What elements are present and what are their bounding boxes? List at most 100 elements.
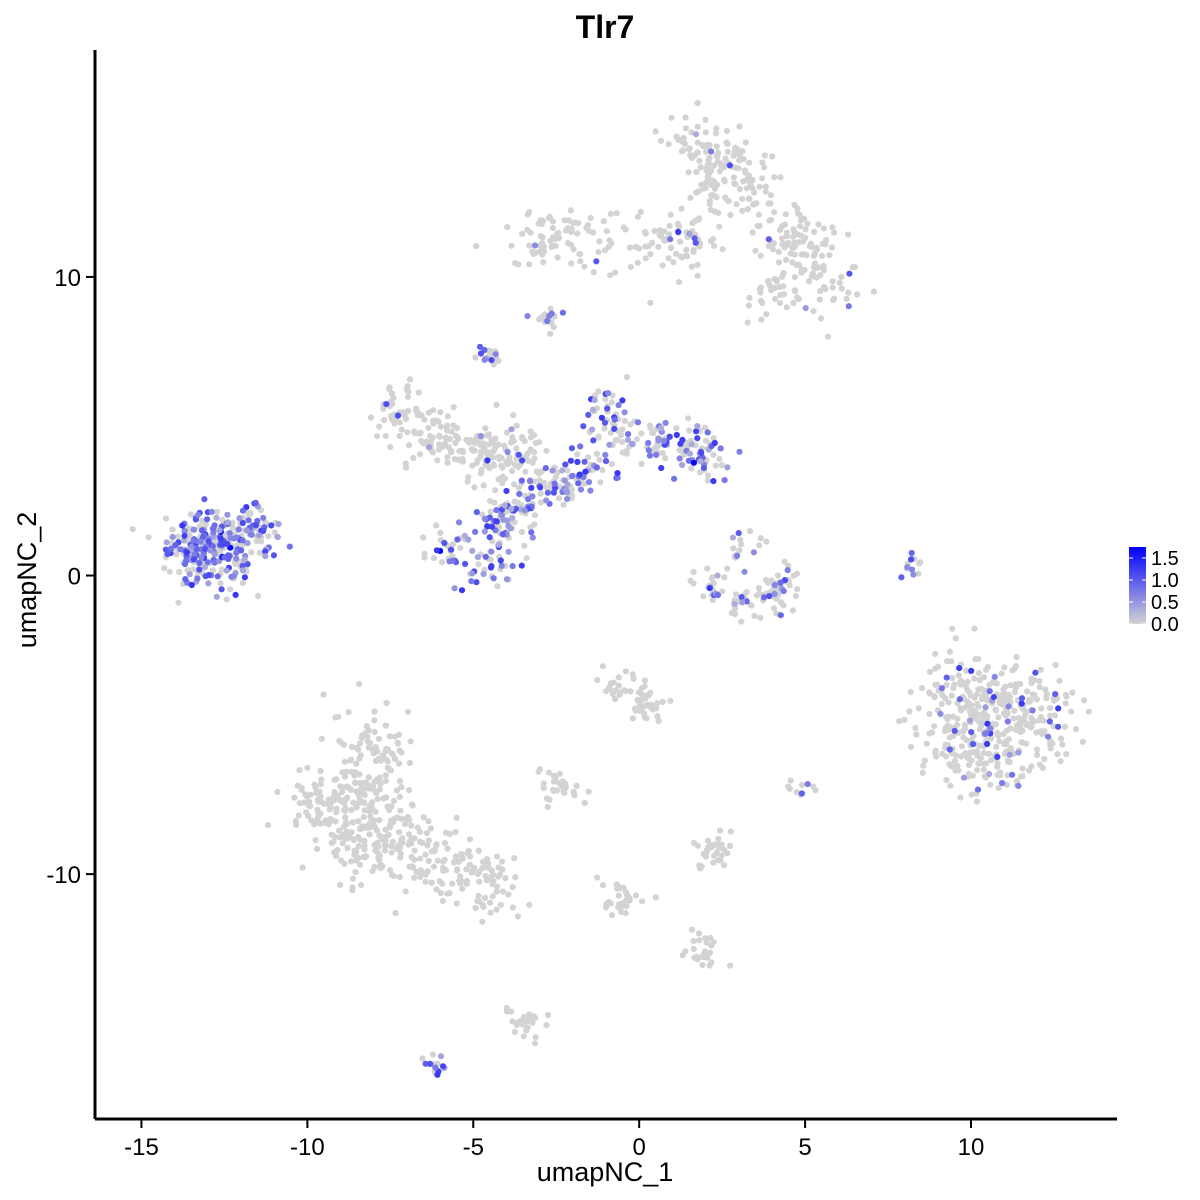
cell-point: [687, 577, 694, 584]
cell-point: [398, 426, 405, 433]
cell-point: [457, 877, 465, 884]
cell-point: [606, 683, 613, 691]
cell-point: [175, 599, 182, 606]
cell-point: [376, 779, 383, 786]
cell-point: [830, 229, 838, 236]
cell-point: [954, 762, 961, 769]
cell-point: [775, 259, 783, 266]
cell-point: [1003, 781, 1010, 788]
cell-point: [528, 484, 535, 491]
cell-point: [838, 273, 845, 280]
cell-point: [367, 414, 375, 421]
cell-point: [489, 881, 496, 888]
cell-point: [697, 164, 704, 171]
cell-point: [933, 681, 941, 688]
cell-point: [733, 591, 740, 598]
cell-point: [239, 519, 246, 527]
cell-point: [647, 689, 654, 696]
cell-point: [353, 760, 360, 767]
cell-point: [554, 254, 561, 261]
cell-point: [183, 549, 191, 556]
cell-point: [463, 880, 470, 887]
cell-point: [736, 185, 744, 193]
cell-point: [298, 786, 305, 793]
cell-point: [550, 489, 558, 496]
cell-point: [742, 169, 749, 176]
x-axis-ticks: -15 -10 -5 0 5 10: [124, 1119, 984, 1161]
cell-point: [313, 789, 320, 797]
cell-point: [713, 143, 720, 150]
cell-point: [303, 809, 310, 816]
cell-point: [169, 526, 176, 533]
cell-point: [790, 572, 797, 579]
cell-point: [376, 857, 383, 864]
cell-point: [239, 562, 246, 570]
cell-point: [695, 216, 702, 223]
cell-point: [382, 432, 389, 440]
cell-point: [411, 835, 418, 842]
cell-point: [820, 262, 827, 270]
cell-point: [333, 808, 340, 815]
cell-point: [196, 559, 203, 567]
cell-point: [393, 787, 400, 794]
cell-point: [1002, 712, 1009, 719]
cell-point: [537, 242, 544, 249]
cell-point: [715, 857, 722, 864]
cell-point: [721, 176, 728, 183]
cell-point: [660, 437, 668, 445]
cell-point: [1011, 665, 1018, 672]
cell-point: [795, 239, 802, 246]
cell-point: [625, 431, 632, 438]
cell-point: [239, 580, 246, 587]
cell-point: [1029, 707, 1036, 714]
cell-point: [509, 1018, 516, 1025]
cell-point: [642, 230, 649, 237]
cell-point: [531, 242, 539, 249]
legend-tick-label: 1.5: [1151, 548, 1179, 570]
cell-point: [975, 760, 982, 767]
cell-point: [564, 240, 572, 247]
cell-point: [520, 1033, 527, 1040]
cell-point: [1046, 718, 1053, 725]
cell-point: [396, 778, 404, 785]
cell-point: [1000, 690, 1008, 697]
cell-point: [490, 575, 497, 582]
cell-point: [995, 784, 1002, 792]
cell-point: [614, 885, 621, 892]
cell-point: [615, 901, 622, 908]
cell-point: [1012, 684, 1019, 691]
cell-point: [651, 445, 658, 452]
cell-point: [217, 580, 224, 587]
cell-point: [798, 790, 806, 797]
cell-point: [353, 857, 360, 864]
cell-point: [355, 842, 362, 850]
cell-point: [750, 201, 757, 208]
cell-point: [980, 749, 988, 757]
cell-point: [474, 437, 481, 444]
cell-point: [270, 552, 277, 559]
cell-point: [439, 864, 447, 872]
cell-point: [505, 548, 512, 555]
cell-point: [351, 779, 358, 786]
cell-point: [989, 720, 996, 727]
cell-point: [1047, 745, 1054, 752]
cell-point: [667, 236, 674, 243]
cell-point: [417, 429, 424, 436]
cell-point: [1061, 723, 1068, 730]
cell-point: [676, 447, 683, 454]
cell-point: [735, 165, 742, 172]
cell-point: [421, 416, 428, 423]
cell-point: [952, 635, 959, 642]
cell-point: [527, 446, 534, 453]
cell-point: [488, 548, 495, 555]
cell-point: [760, 594, 768, 601]
cell-point: [910, 571, 917, 578]
cell-point: [637, 208, 644, 216]
cell-point: [749, 229, 756, 236]
cell-point: [227, 586, 234, 593]
cell-point: [1049, 740, 1056, 747]
cell-points: [129, 99, 1092, 1078]
cell-point: [355, 818, 362, 825]
cell-point: [611, 416, 618, 423]
cell-point: [995, 714, 1002, 721]
